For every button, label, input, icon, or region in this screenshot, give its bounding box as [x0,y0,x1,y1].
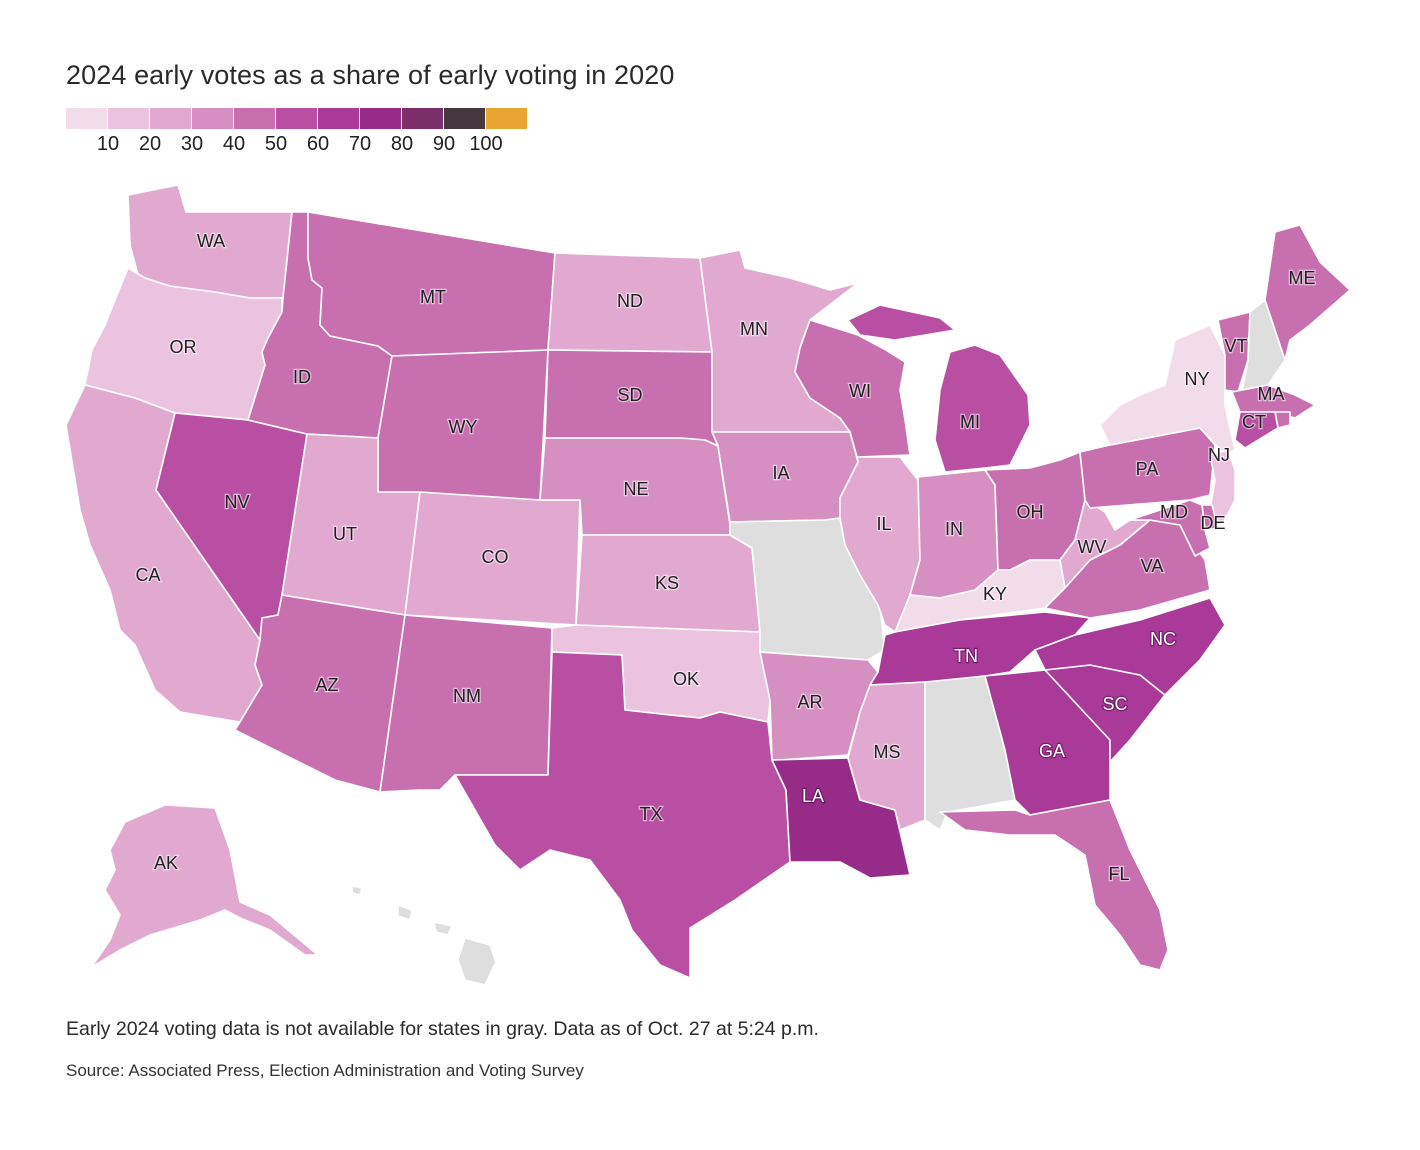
legend-swatch [66,108,108,129]
state-label-ky: KY [983,584,1007,604]
state-label-sd: SD [617,385,642,405]
state-label-or: OR [170,337,197,357]
legend-tick: 40 [222,133,246,155]
state-label-ak: AK [154,853,178,873]
state-label-de: DE [1200,513,1225,533]
state-label-mn: MN [740,319,768,339]
legend-color-bar [66,108,546,129]
state-label-id: ID [293,367,311,387]
state-label-wi: WI [849,381,871,401]
state-hi[interactable] [433,921,453,936]
legend-swatch [276,108,318,129]
state-label-ks: KS [655,573,679,593]
state-label-wa: WA [197,231,225,251]
state-ak[interactable] [77,804,319,989]
state-label-ct: CT [1242,412,1266,432]
state-label-ga: GA [1039,741,1065,761]
state-wi[interactable] [794,319,911,458]
legend-swatch [108,108,150,129]
legend-tick-labels: 10 20 30 40 50 60 70 80 90 100 [66,129,546,155]
legend-tick: 50 [264,133,288,155]
legend-tick: 70 [348,133,372,155]
state-hi[interactable] [457,937,497,986]
legend-tick: 10 [96,133,120,155]
legend-tick: 20 [138,133,162,155]
state-mt[interactable] [307,211,556,357]
state-mi[interactable] [847,304,956,341]
map-svg: WA OR CA NV ID MT WY UT CO AZ NM ND SD NE KS OK TX MN IA AR… [65,184,1351,989]
legend-swatch [318,108,360,129]
state-mi[interactable] [934,344,1031,473]
state-label-il: IL [876,514,891,534]
state-label-nc: NC [1150,629,1176,649]
legend-swatch [234,108,276,129]
state-label-tx: TX [639,804,662,824]
legend-tick: 30 [180,133,204,155]
map-title: 2024 early votes as a share of early vot… [66,60,675,90]
legend-swatch [486,108,528,129]
state-nj[interactable] [1209,449,1236,526]
legend-swatch [360,108,402,129]
state-label-ut: UT [333,524,357,544]
state-label-ne: NE [623,479,648,499]
state-label-ca: CA [135,565,160,585]
state-label-me: ME [1289,268,1316,288]
state-label-wy: WY [449,417,478,437]
state-label-ar: AR [797,692,822,712]
state-label-pa: PA [1136,459,1159,479]
state-label-mt: MT [420,287,446,307]
state-label-tn: TN [954,646,978,666]
state-label-sc: SC [1102,694,1127,714]
state-ct[interactable] [1234,411,1279,449]
state-label-az: AZ [315,675,338,695]
state-label-la: LA [802,786,824,806]
state-label-vt: VT [1224,336,1247,356]
legend-swatch [150,108,192,129]
state-label-nm: NM [453,686,481,706]
state-co[interactable] [404,491,581,626]
legend-tick: 80 [390,133,414,155]
state-label-nj: NJ [1208,445,1230,465]
color-legend: 10 20 30 40 50 60 70 80 90 100 [66,108,546,155]
state-label-fl: FL [1108,864,1129,884]
legend-swatch [402,108,444,129]
state-label-md: MD [1160,502,1188,522]
legend-swatch [444,108,486,129]
legend-tick: 90 [432,133,456,155]
state-md[interactable] [1129,499,1211,557]
us-choropleth-map: WA OR CA NV ID MT WY UT CO AZ NM ND SD NE KS OK TX MN IA AR… [0,160,1420,1010]
state-label-mi: MI [960,412,980,432]
state-label-nd: ND [617,291,643,311]
state-label-oh: OH [1017,502,1044,522]
legend-tick: 100 [469,133,503,155]
legend-tick: 60 [306,133,330,155]
state-tx[interactable] [454,651,791,979]
state-label-ny: NY [1184,369,1209,389]
state-fl[interactable] [939,799,1169,971]
state-me[interactable] [1264,224,1351,361]
state-nc[interactable] [1034,597,1226,696]
state-label-ma: MA [1258,384,1285,404]
state-label-nv: NV [224,492,249,512]
state-label-in: IN [945,519,963,539]
state-label-va: VA [1141,556,1164,576]
state-label-wv: WV [1078,537,1107,557]
state-label-ia: IA [772,463,789,483]
state-label-ms: MS [874,742,901,762]
state-label-co: CO [482,547,509,567]
state-hi[interactable] [351,885,363,896]
data-availability-note: Early 2024 voting data is not available … [66,1018,819,1040]
legend-swatch [192,108,234,129]
source-note: Source: Associated Press, Election Admin… [66,1061,584,1080]
state-label-ok: OK [673,669,699,689]
state-hi[interactable] [397,904,413,921]
